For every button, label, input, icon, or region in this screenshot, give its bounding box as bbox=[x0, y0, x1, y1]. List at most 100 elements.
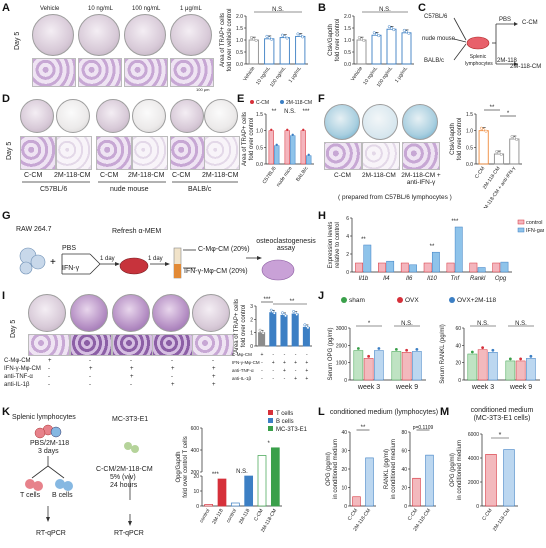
significance-label: N.S. bbox=[284, 109, 296, 115]
y-tick-label: 0 bbox=[250, 344, 253, 350]
data-point bbox=[306, 326, 310, 330]
bar bbox=[274, 145, 280, 165]
chart-title: conditioned medium bbox=[471, 407, 534, 414]
bar bbox=[412, 477, 421, 507]
chart-title: conditioned medium (lymphocytes) bbox=[330, 409, 438, 416]
scale-bar-label: 100 μm bbox=[196, 87, 210, 92]
treatment-sign: - bbox=[48, 382, 50, 388]
data-point bbox=[302, 128, 305, 131]
bar bbox=[291, 313, 299, 347]
micrograph-image bbox=[324, 142, 362, 170]
treatment-sign: - bbox=[284, 376, 286, 382]
y-tick-label: 40 bbox=[341, 430, 347, 436]
data-point bbox=[377, 347, 381, 350]
data-point bbox=[272, 311, 276, 315]
bar-chart-h: 0 2 4 6 Expression levels relative to control… bbox=[328, 216, 544, 282]
treatment-sign: + bbox=[130, 374, 134, 380]
bar-chart-a: 0.0 0.5 1.0 1.5 2.0 Area of TRAP+ cells fold o… bbox=[220, 7, 308, 89]
x-tick-label: Tnf bbox=[451, 276, 461, 282]
bar bbox=[492, 262, 501, 273]
y-tick-label: 30 bbox=[341, 449, 347, 455]
bar bbox=[515, 360, 526, 381]
y-axis-label: fold over control bbox=[335, 19, 341, 62]
y-axis-label: fold over vehicle control bbox=[227, 8, 233, 71]
treatment-table: C-Mφ-CM + - - - - IFN-γ-Mφ-CM - + + + + anti-TNF-α - -… bbox=[4, 358, 240, 398]
micrograph-image bbox=[56, 136, 92, 170]
culture-dish-image bbox=[192, 294, 230, 332]
bar bbox=[356, 39, 367, 65]
y-tick-label: 60 bbox=[401, 449, 407, 455]
y-tick-label: 4 bbox=[346, 234, 349, 240]
treatment-row-label: anti-TNF-α bbox=[4, 374, 33, 380]
y-tick-label: 20 bbox=[455, 361, 461, 367]
micrograph-image bbox=[32, 58, 76, 87]
bar bbox=[306, 155, 312, 165]
data-point bbox=[267, 36, 271, 40]
bar-chart-b: 0.0 0.5 1.0 1.5 2.0 Ctsk/Gapdh fold over contr… bbox=[328, 7, 414, 89]
micrograph-image bbox=[78, 58, 122, 87]
bar bbox=[431, 251, 440, 273]
y-tick-label: 2.0 bbox=[236, 14, 243, 20]
significance-label: ** bbox=[361, 425, 366, 431]
y-axis-label: Area of TRAP+ cells bbox=[234, 299, 240, 353]
legend-marker bbox=[268, 418, 273, 423]
treatment-sign: - bbox=[212, 358, 214, 364]
x-tick-label: week 9 bbox=[395, 384, 418, 391]
treatment-sign: + bbox=[283, 360, 286, 366]
treatment-sign: - bbox=[89, 382, 91, 388]
panel-letter-f: F bbox=[318, 93, 325, 105]
cell-type-label: B cells bbox=[52, 492, 73, 499]
micrograph-image bbox=[170, 136, 206, 170]
treatment-sign: - bbox=[272, 352, 274, 358]
culture-dish-image bbox=[112, 294, 150, 332]
culture-dish-image bbox=[124, 14, 166, 56]
significance-label: * bbox=[368, 321, 371, 327]
culture-dish-image bbox=[362, 104, 398, 140]
bar bbox=[230, 502, 240, 507]
micrograph-image bbox=[96, 136, 132, 170]
panel-letter-b: B bbox=[318, 2, 326, 14]
treatment-sign: + bbox=[212, 366, 216, 372]
strain-label: C57BL/6 bbox=[424, 14, 448, 20]
culture-dish-image bbox=[152, 294, 190, 332]
y-axis-label: Opg/Gapdh bbox=[176, 451, 182, 482]
condition-label: C-CM bbox=[334, 172, 351, 179]
y-tick-label: 1.5 bbox=[344, 26, 351, 32]
treatment-sign: - bbox=[306, 352, 308, 358]
y-axis-label: OPG (pg/ml) bbox=[326, 452, 332, 486]
duration-label: 24 hours bbox=[110, 482, 138, 489]
condition-label: C-CM bbox=[24, 172, 43, 179]
y-tick-label: 40 bbox=[455, 343, 461, 349]
significance-label: *** bbox=[302, 109, 310, 115]
culture-dish-image bbox=[78, 14, 120, 56]
bar bbox=[371, 34, 382, 65]
bar bbox=[386, 260, 395, 273]
medium-label: IFN-γ-Mφ-CM (20%) bbox=[184, 268, 248, 275]
treatment-row-label: anti-TNF-α bbox=[232, 368, 254, 373]
significance-label: ** bbox=[361, 237, 366, 243]
y-tick-label: 0.5 bbox=[236, 50, 243, 56]
bar bbox=[300, 130, 306, 165]
y-tick-label: 0.5 bbox=[256, 145, 263, 151]
treatment-row-label: anti-IL-1β bbox=[4, 382, 30, 388]
data-point bbox=[280, 33, 284, 37]
data-point bbox=[481, 346, 485, 350]
day-label: Day 5 bbox=[14, 31, 21, 50]
cell-type-label: T cells bbox=[20, 492, 41, 499]
bar bbox=[401, 32, 412, 65]
panel-letter-e: E bbox=[237, 93, 245, 105]
schematic-k bbox=[25, 424, 139, 526]
x-tick-label: Il6 bbox=[406, 276, 413, 282]
x-tick-label: C-CM bbox=[481, 508, 493, 522]
y-tick-label: 2000 bbox=[336, 343, 347, 349]
treatment-row-label: anti-IL-1β bbox=[232, 376, 252, 381]
data-point bbox=[270, 37, 274, 41]
bar bbox=[469, 262, 478, 273]
treatment-row-label: IFN-γ-Mφ-CM bbox=[232, 360, 260, 365]
day-label: Day 5 bbox=[6, 141, 13, 160]
data-point bbox=[360, 37, 363, 41]
panel-letter-d: D bbox=[2, 93, 10, 105]
treatment-sign: + bbox=[48, 358, 52, 364]
data-point bbox=[495, 150, 499, 153]
legend-marker bbox=[517, 227, 525, 233]
